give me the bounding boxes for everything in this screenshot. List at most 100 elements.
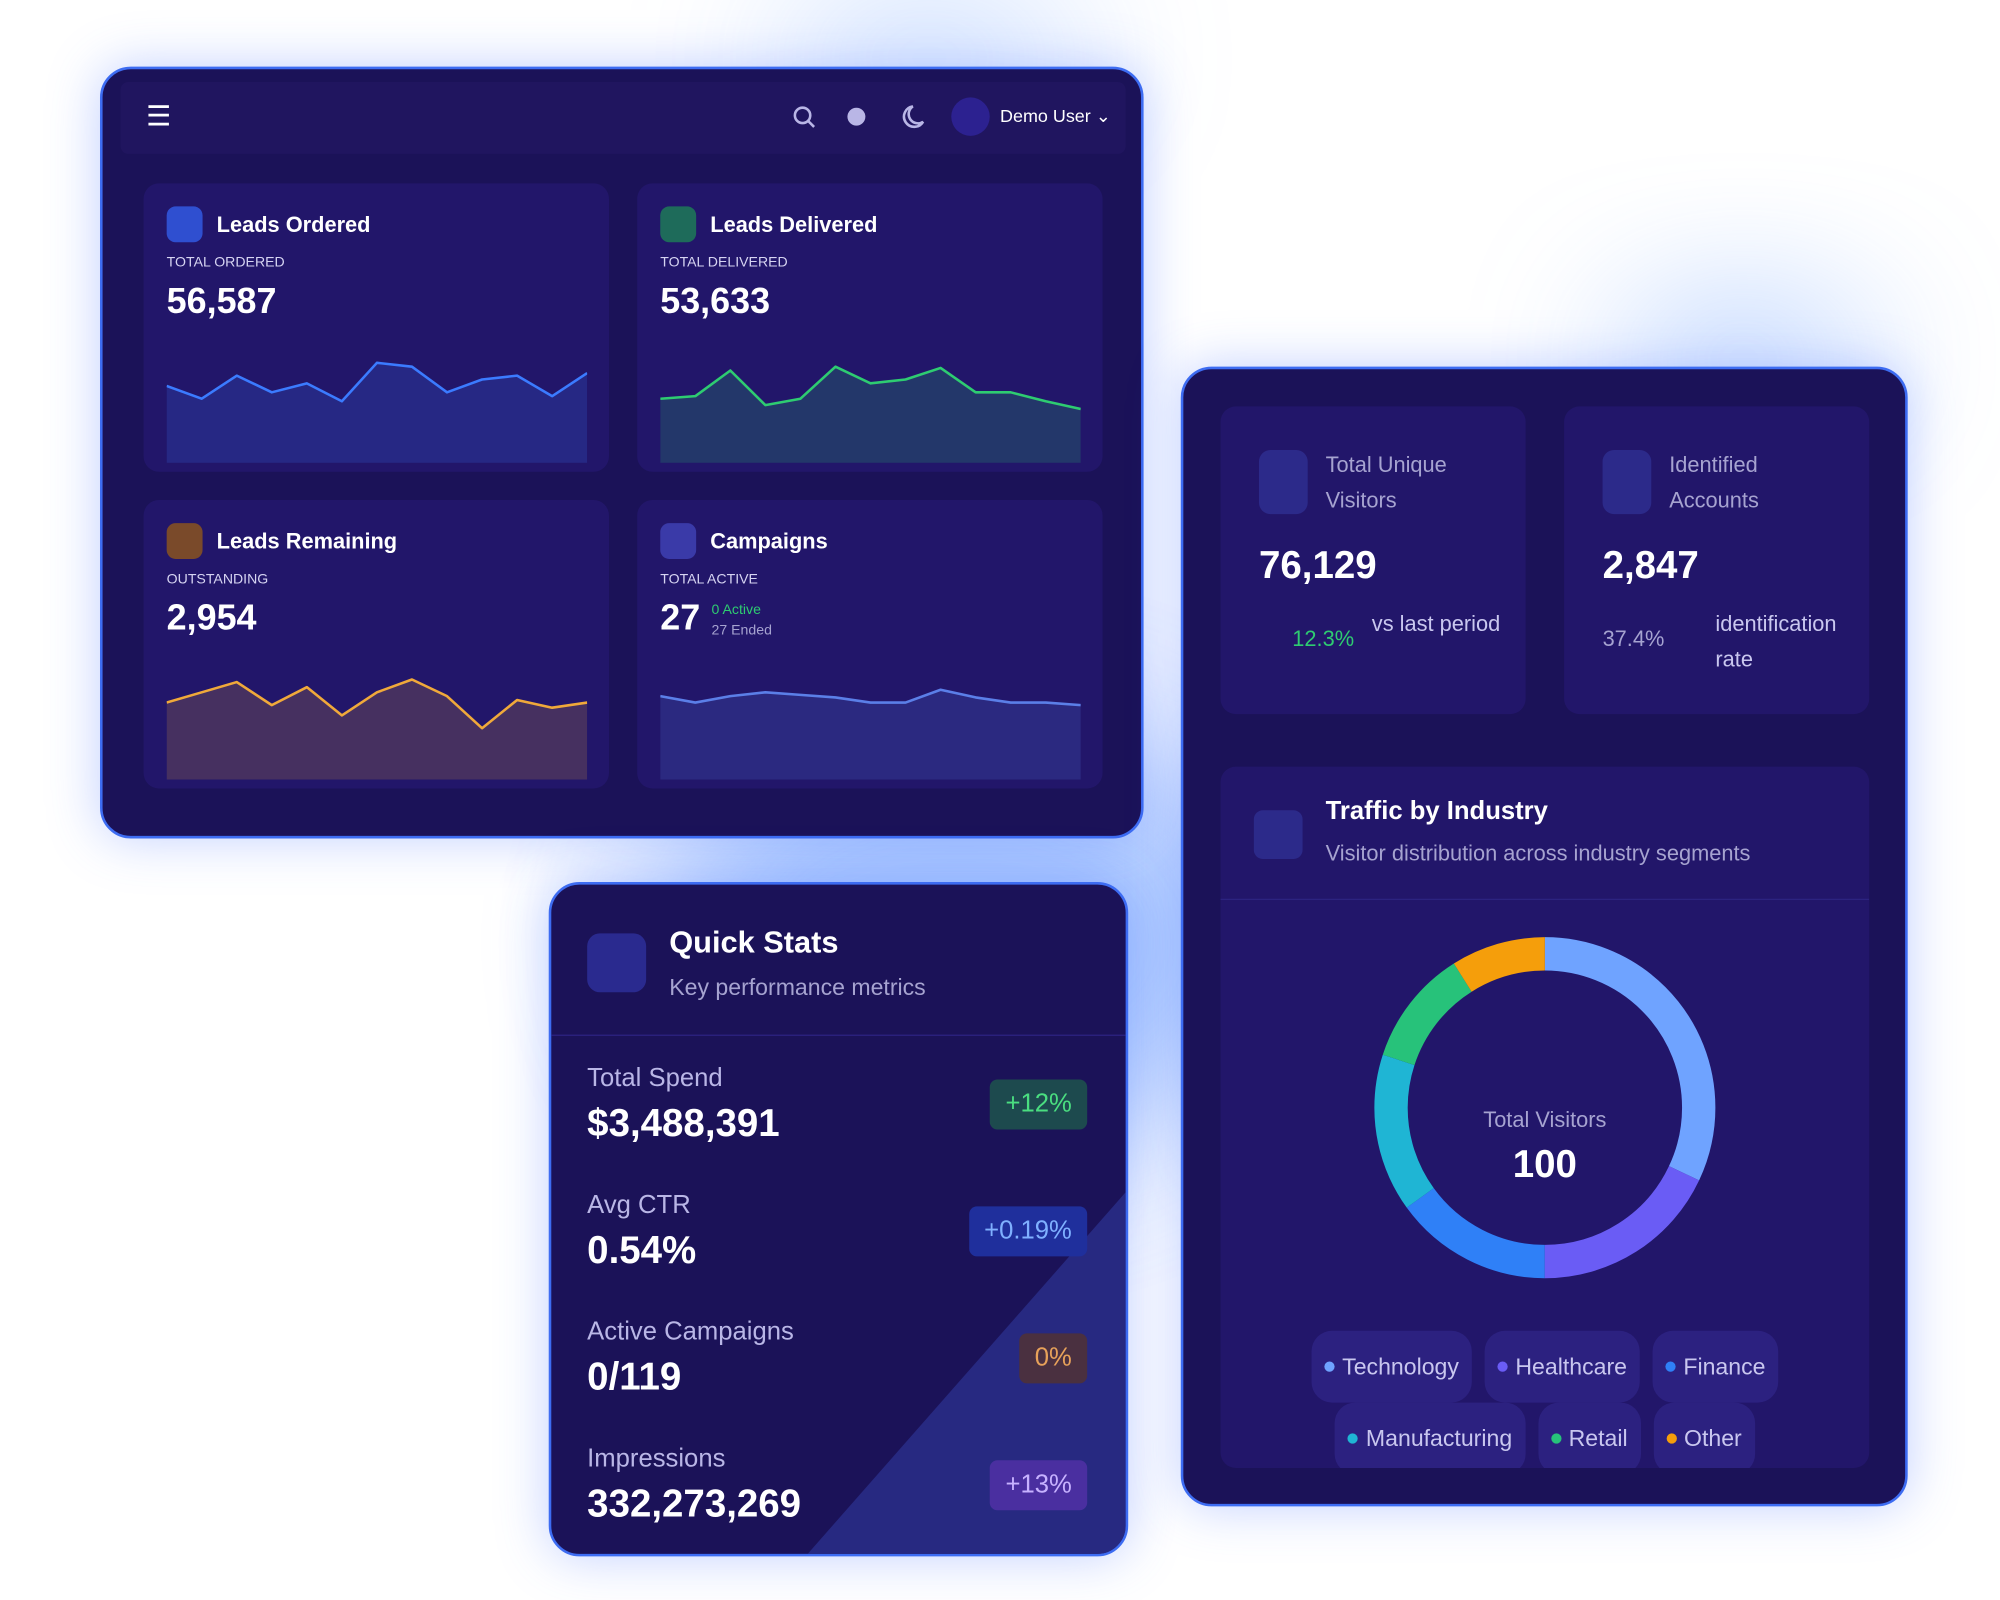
legend-item: Manufacturing bbox=[1335, 1402, 1525, 1468]
donut-segment bbox=[1374, 937, 1716, 1279]
card-title: Leads Ordered bbox=[216, 212, 371, 238]
legend-item: Other bbox=[1653, 1402, 1755, 1468]
card-value: 2,847 bbox=[1602, 544, 1699, 588]
icon bbox=[1253, 810, 1303, 859]
stat-label: Impressions bbox=[587, 1444, 726, 1474]
legend-dot bbox=[1497, 1361, 1508, 1372]
icon bbox=[587, 933, 647, 993]
legend-item: Retail bbox=[1537, 1402, 1641, 1468]
legend-dot bbox=[1666, 1433, 1677, 1444]
top-bar: ☰ Demo User ⌄ bbox=[120, 82, 1126, 154]
sparkline bbox=[166, 678, 588, 780]
stat-change: +12% bbox=[990, 1079, 1088, 1130]
quick-stats-panel: Quick Stats Key performance metrics Tota… bbox=[548, 882, 1129, 1557]
sparkline-line bbox=[166, 678, 588, 730]
sparkline-line bbox=[660, 365, 1081, 411]
card-value: 76,129 bbox=[1258, 544, 1377, 588]
card-label: TOTAL ACTIVE bbox=[660, 571, 758, 588]
stat-value: 0.54% bbox=[587, 1229, 697, 1272]
sparkline bbox=[660, 365, 1081, 463]
card-title: Leads Remaining bbox=[216, 529, 398, 554]
icon bbox=[660, 523, 697, 559]
icon bbox=[660, 206, 697, 243]
legend-item: Healthcare bbox=[1484, 1330, 1640, 1403]
title: Quick Stats bbox=[669, 925, 839, 961]
stat-value: 0/119 bbox=[587, 1356, 682, 1399]
card-title: Identified Accounts bbox=[1669, 452, 1759, 513]
legend-dot bbox=[1665, 1361, 1676, 1372]
user-label[interactable]: Demo User bbox=[999, 105, 1091, 126]
sparkline-line bbox=[166, 361, 588, 403]
stat-label: Avg CTR bbox=[587, 1191, 691, 1220]
legend-dot bbox=[1324, 1361, 1335, 1372]
card-title: Leads Delivered bbox=[710, 212, 878, 238]
avatar[interactable] bbox=[951, 97, 990, 136]
lead-card: Leads Remaining OUTSTANDING 2,954 bbox=[143, 499, 609, 789]
user-name[interactable]: Demo User ⌄ bbox=[999, 105, 1111, 126]
stat-change: 0% bbox=[1019, 1333, 1088, 1384]
card-value: 2,954 bbox=[166, 597, 257, 638]
card-value: 56,587 bbox=[166, 280, 277, 321]
legend-label: Finance bbox=[1683, 1353, 1766, 1380]
sparkline bbox=[166, 361, 588, 463]
rate: 12.3% bbox=[1292, 626, 1355, 652]
card-label: OUTSTANDING bbox=[166, 571, 269, 588]
icon bbox=[1258, 449, 1308, 515]
stat-value: 332,273,269 bbox=[587, 1483, 802, 1526]
sparkline bbox=[660, 688, 1081, 780]
donut-segment bbox=[1374, 937, 1716, 1279]
icon bbox=[166, 206, 203, 243]
legend: Technology Healthcare Finance Manufacturing… bbox=[1272, 1330, 1818, 1468]
rate-note: vs last period bbox=[1371, 611, 1501, 636]
subtitle: Key performance metrics bbox=[669, 974, 926, 1000]
legend-label: Technology bbox=[1342, 1353, 1459, 1380]
divider bbox=[1220, 898, 1870, 900]
active-count: 0 Active bbox=[711, 602, 761, 618]
rate: 37.4% bbox=[1602, 626, 1665, 652]
lead-card: Leads Ordered TOTAL ORDERED 56,587 bbox=[143, 183, 609, 472]
stat-change: +0.19% bbox=[968, 1206, 1088, 1257]
icon bbox=[1602, 449, 1652, 515]
dashboard-panel: ☰ Demo User ⌄ Leads Ordered TOTAL ORDERED… bbox=[99, 66, 1144, 839]
donut-segment bbox=[1374, 937, 1716, 1279]
lead-card: Campaigns TOTAL ACTIVE 27 0 Active 27 Ended bbox=[637, 499, 1103, 789]
traffic-panel: Total Unique Visitors 76,129 12.3% vs last … bbox=[1180, 366, 1908, 1507]
stat-label: Active Campaigns bbox=[587, 1317, 794, 1347]
sparkline-area bbox=[166, 362, 588, 463]
visitor-card: Total Unique Visitors 76,129 12.3% vs last … bbox=[1220, 406, 1526, 715]
subtitle: Visitor distribution across industry seg… bbox=[1325, 841, 1751, 866]
stat-label: Total Spend bbox=[587, 1064, 723, 1093]
legend-label: Other bbox=[1684, 1425, 1742, 1452]
card-value: 27 bbox=[660, 597, 701, 638]
toolbar-icons[interactable] bbox=[790, 103, 969, 134]
stat-change: +13% bbox=[990, 1460, 1088, 1511]
donut-chart bbox=[1374, 937, 1716, 1279]
lead-card: Leads Delivered TOTAL DELIVERED 53,633 bbox=[637, 183, 1103, 472]
card-title: Campaigns bbox=[710, 529, 828, 554]
sparkline-area bbox=[166, 679, 588, 780]
card-label: TOTAL DELIVERED bbox=[660, 255, 788, 271]
card-title: Total Unique Visitors bbox=[1325, 452, 1447, 513]
legend-label: Healthcare bbox=[1515, 1353, 1627, 1380]
legend-item: Finance bbox=[1652, 1330, 1779, 1403]
divider bbox=[551, 1034, 1126, 1036]
icon bbox=[166, 523, 203, 559]
stat-value: $3,488,391 bbox=[587, 1102, 780, 1145]
traffic-card: Traffic by Industry Visitor distribution… bbox=[1220, 766, 1870, 1468]
menu-icon[interactable]: ☰ bbox=[146, 99, 172, 133]
legend-item: Technology bbox=[1311, 1330, 1472, 1403]
legend-label: Retail bbox=[1568, 1425, 1628, 1452]
title: Traffic by Industry bbox=[1325, 797, 1548, 826]
center-label: Total Visitors bbox=[1483, 1107, 1607, 1133]
ended-count: 27 Ended bbox=[711, 623, 772, 639]
card-value: 53,633 bbox=[660, 280, 771, 321]
legend-label: Manufacturing bbox=[1365, 1425, 1513, 1452]
legend-dot bbox=[1347, 1433, 1359, 1444]
center-value: 100 bbox=[1512, 1143, 1577, 1186]
legend-dot bbox=[1550, 1433, 1561, 1444]
visitor-card: Identified Accounts 2,847 37.4% identificat… bbox=[1564, 406, 1870, 715]
sparkline-area bbox=[660, 366, 1081, 463]
card-label: TOTAL ORDERED bbox=[166, 255, 285, 271]
